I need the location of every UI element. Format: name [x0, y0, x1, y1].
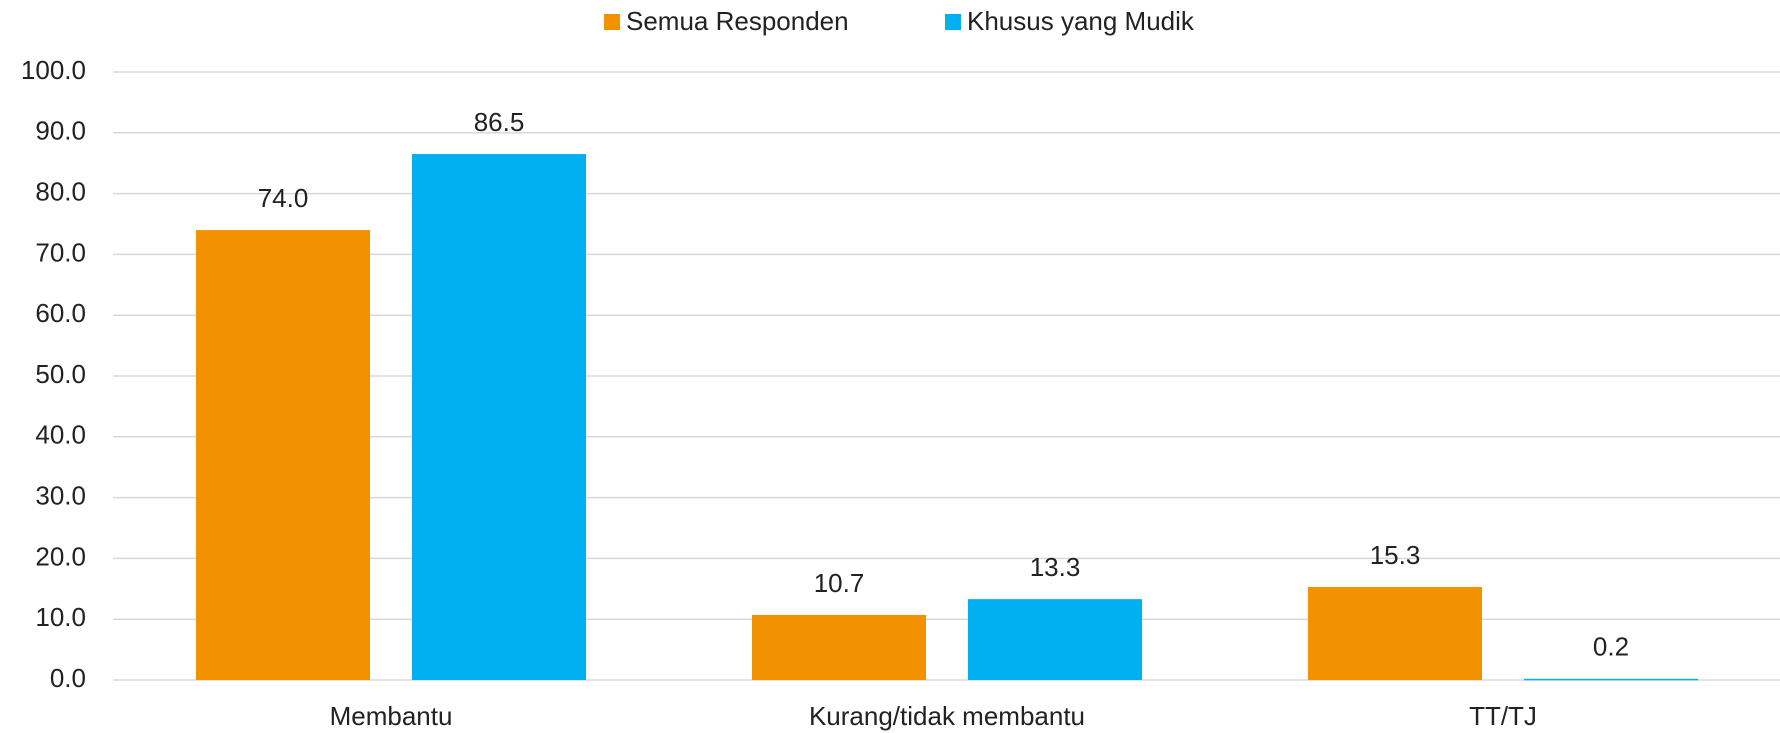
x-tick-label: TT/TJ	[1469, 701, 1537, 731]
data-label: 0.2	[1593, 632, 1629, 662]
y-tick-label: 50.0	[35, 359, 86, 389]
legend-swatch	[604, 14, 620, 30]
legend-label: Semua Responden	[626, 6, 849, 36]
bar	[1524, 678, 1698, 681]
data-label: 15.3	[1370, 540, 1421, 570]
bar	[968, 599, 1142, 680]
bar	[196, 230, 370, 680]
bar	[752, 614, 926, 680]
data-label: 10.7	[814, 568, 865, 598]
data-label: 86.5	[474, 107, 525, 137]
x-tick-label: Membantu	[330, 701, 453, 731]
bar	[412, 154, 586, 680]
y-tick-label: 0.0	[50, 663, 86, 693]
data-label: 13.3	[1030, 552, 1081, 582]
data-label: 74.0	[258, 183, 309, 213]
y-tick-label: 80.0	[35, 176, 86, 206]
y-tick-label: 10.0	[35, 602, 86, 632]
legend-label: Khusus yang Mudik	[967, 6, 1195, 36]
y-tick-label: 20.0	[35, 541, 86, 571]
y-tick-label: 30.0	[35, 480, 86, 510]
legend-swatch	[945, 14, 961, 30]
y-tick-label: 70.0	[35, 237, 86, 267]
bar	[1308, 586, 1482, 680]
y-tick-label: 100.0	[21, 55, 86, 85]
y-tick-label: 40.0	[35, 420, 86, 450]
x-tick-label: Kurang/tidak membantu	[809, 701, 1085, 731]
y-tick-label: 90.0	[35, 116, 86, 146]
y-tick-label: 60.0	[35, 298, 86, 328]
